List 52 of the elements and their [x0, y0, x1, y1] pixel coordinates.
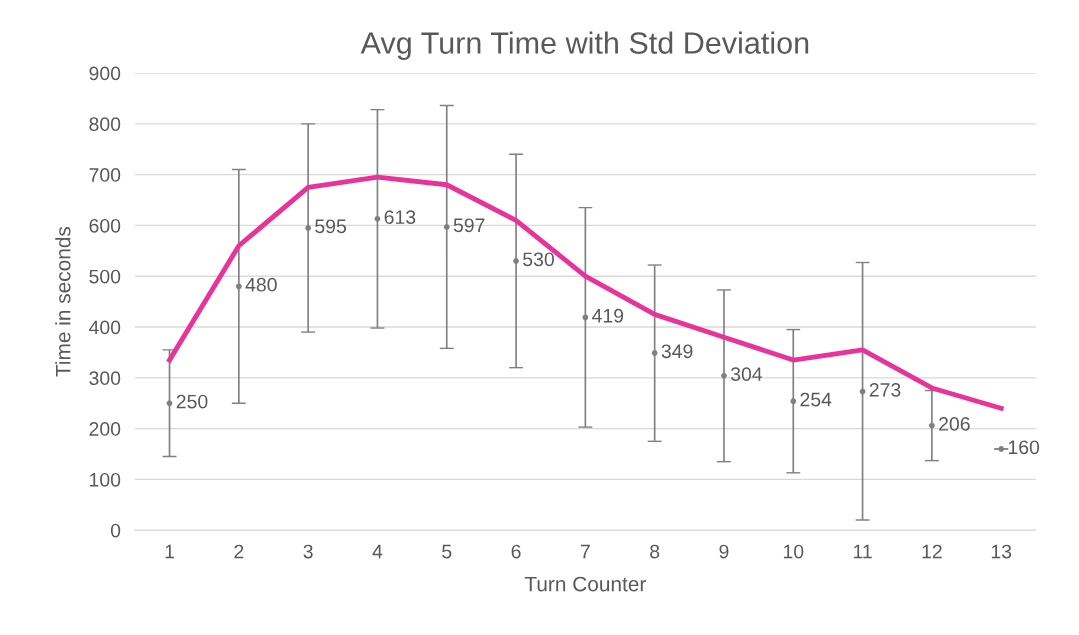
x-tick-label: 7 — [580, 544, 590, 559]
data-label: 613 — [384, 210, 416, 225]
data-label: 304 — [730, 367, 763, 382]
y-tick-label: 900 — [89, 66, 121, 81]
y-tick-label: 0 — [110, 523, 121, 538]
line-series — [167, 174, 1004, 411]
x-tick-label: 6 — [511, 544, 521, 559]
data-label: 160 — [1008, 440, 1040, 455]
point — [374, 215, 381, 222]
point — [721, 372, 727, 379]
x-tick-label: 9 — [719, 544, 729, 559]
x-tick-label: 11 — [853, 544, 872, 559]
data-label: 254 — [800, 392, 832, 407]
point — [443, 224, 450, 230]
point — [859, 388, 866, 395]
data-label: 273 — [869, 382, 901, 397]
data-label: 595 — [315, 219, 346, 234]
y-tick-label: 300 — [89, 371, 121, 386]
x-tick-label: 2 — [234, 544, 244, 559]
data-label: 480 — [245, 277, 277, 292]
data-label: 597 — [453, 218, 485, 233]
x-tick-label: 12 — [922, 544, 942, 559]
x-tick-label: 3 — [303, 544, 313, 559]
y-tick-label: 600 — [89, 218, 121, 233]
point — [305, 225, 312, 231]
y-tick-label: 200 — [89, 422, 121, 436]
point — [513, 258, 519, 264]
x-tick-label: 5 — [442, 544, 452, 559]
data-label: 419 — [592, 308, 624, 323]
point — [790, 398, 797, 405]
x-axis-title: Turn Counter — [524, 576, 646, 592]
point — [235, 283, 242, 290]
point — [166, 400, 173, 407]
data-label: 349 — [661, 344, 693, 359]
data-label: 530 — [523, 252, 554, 267]
x-tick-label: 4 — [372, 544, 383, 559]
y-tick-label: 400 — [88, 320, 121, 335]
point — [651, 350, 658, 356]
point — [928, 422, 935, 429]
point — [582, 314, 589, 321]
y-axis-title: Time in seconds — [55, 226, 71, 377]
data-label: 250 — [176, 394, 208, 409]
x-tick-label: 8 — [650, 544, 660, 559]
y-tick-label: 800 — [89, 117, 121, 132]
x-tick-label: 13 — [991, 544, 1012, 559]
x-tick-label: 1 — [165, 544, 174, 559]
y-tick-label: 700 — [89, 168, 121, 182]
y-tick-label: 500 — [89, 269, 121, 284]
chart-title: Avg Turn Time with Std Deviation — [360, 31, 809, 60]
x-tick-label: 10 — [783, 544, 804, 559]
data-label: 206 — [939, 417, 970, 431]
y-tick-label: 100 — [90, 472, 121, 487]
